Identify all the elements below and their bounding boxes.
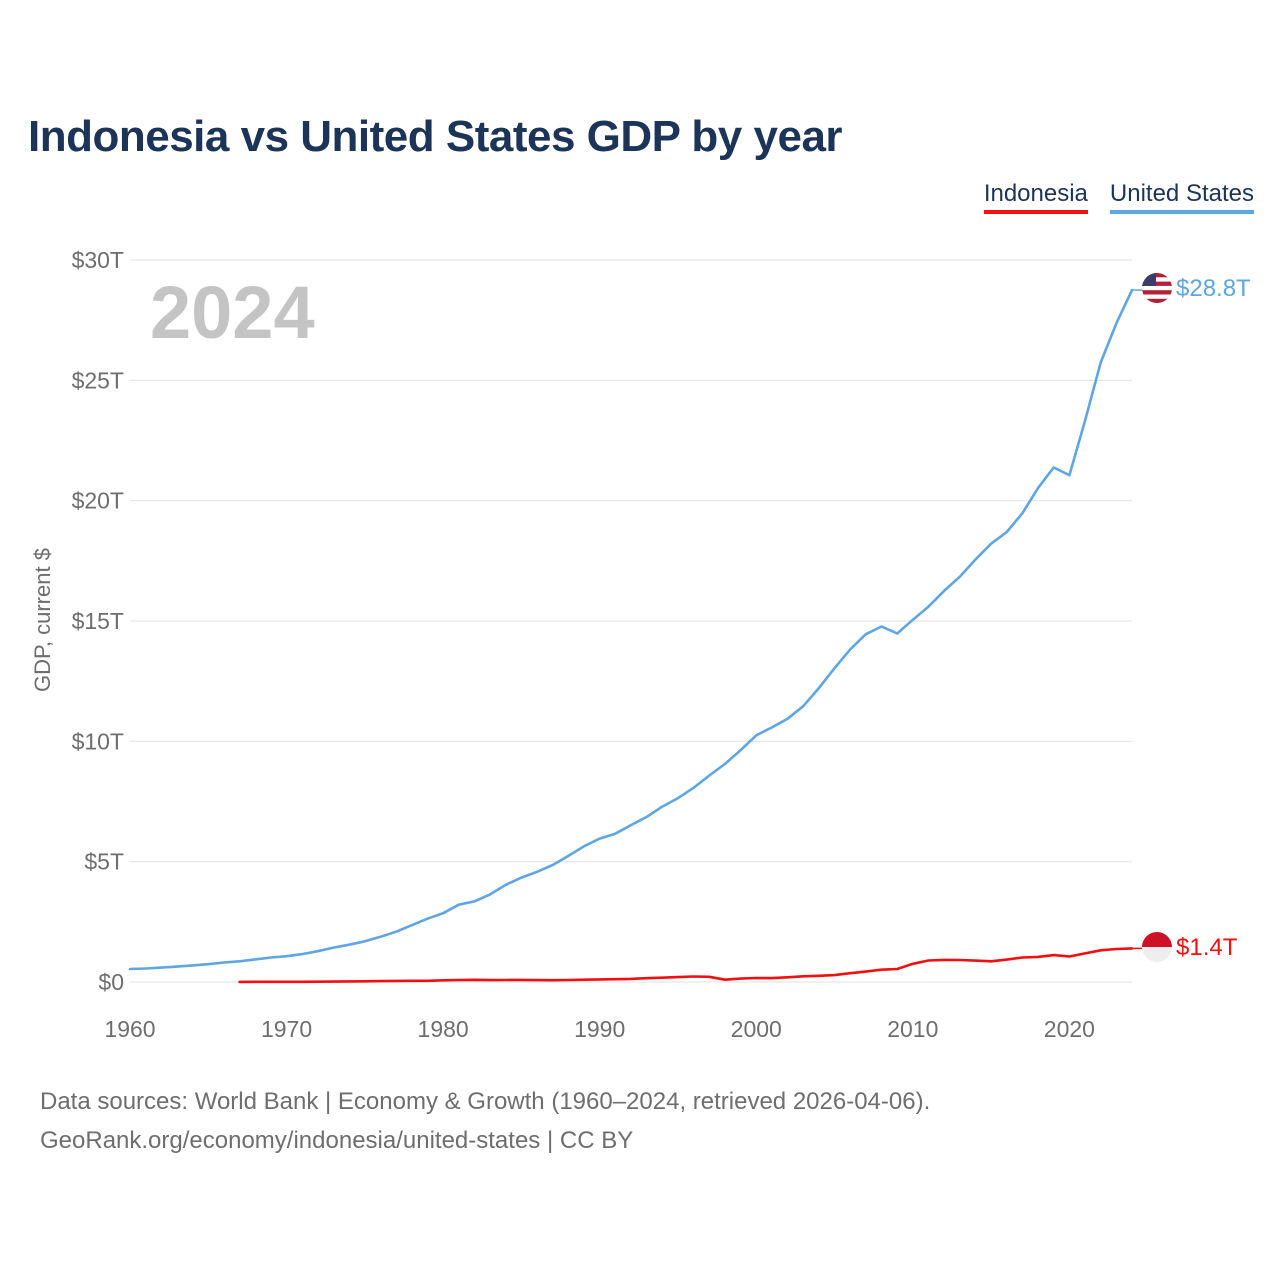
source-line-1: Data sources: World Bank | Economy & Gro… xyxy=(40,1088,931,1115)
x-tick-label: 2010 xyxy=(887,1016,938,1042)
grid-lines xyxy=(130,259,1132,983)
y-axis-label: GDP, current $ xyxy=(30,548,55,692)
series-line-indonesia xyxy=(238,947,1134,984)
chart-title: Indonesia vs United States GDP by year xyxy=(28,112,843,161)
legend-item-united-states[interactable]: United States xyxy=(1109,180,1254,214)
indonesia-end-value-label: $1.4T xyxy=(1176,934,1238,961)
y-tick-label: $5T xyxy=(84,849,124,875)
series-line-united-states xyxy=(128,288,1134,971)
x-tick-label: 1970 xyxy=(261,1016,312,1042)
source-line-2[interactable]: GeoRank.org/economy/indonesia/united-sta… xyxy=(40,1127,634,1154)
x-tick-label: 1960 xyxy=(104,1016,155,1042)
y-tick-label: $0 xyxy=(98,969,124,995)
us-end-value-label: $28.8T xyxy=(1176,275,1251,302)
y-tick-label: $30T xyxy=(72,247,124,273)
x-tick-label: 2000 xyxy=(731,1016,782,1042)
legend-item-indonesia[interactable]: Indonesia xyxy=(983,180,1088,214)
x-tick-label: 1980 xyxy=(418,1016,469,1042)
x-tick-label: 2020 xyxy=(1044,1016,1095,1042)
y-tick-label: $15T xyxy=(72,608,124,634)
indonesia-flag-icon xyxy=(1142,932,1172,962)
year-watermark: 2024 xyxy=(150,271,315,354)
series-lines xyxy=(128,288,1143,984)
y-axis: $0 $5T $10T $15T $20T $25T $30T xyxy=(72,247,124,995)
y-tick-label: $10T xyxy=(72,728,124,754)
source-note: Data sources: World Bank | Economy & Gro… xyxy=(40,1082,930,1160)
y-tick-label: $25T xyxy=(72,367,124,393)
legend: Indonesia United States xyxy=(983,180,1254,214)
gdp-line-chart: 2024 $0$5T$10T$15T$20T$25T$30T 1960 1970 1… xyxy=(30,247,1251,1042)
x-axis: 1960 1970 1980 1990 2000 2010 2020 xyxy=(104,1016,1095,1042)
us-flag-icon xyxy=(1142,273,1172,303)
x-tick-label: 1990 xyxy=(574,1016,625,1042)
y-tick-label: $20T xyxy=(72,488,124,514)
